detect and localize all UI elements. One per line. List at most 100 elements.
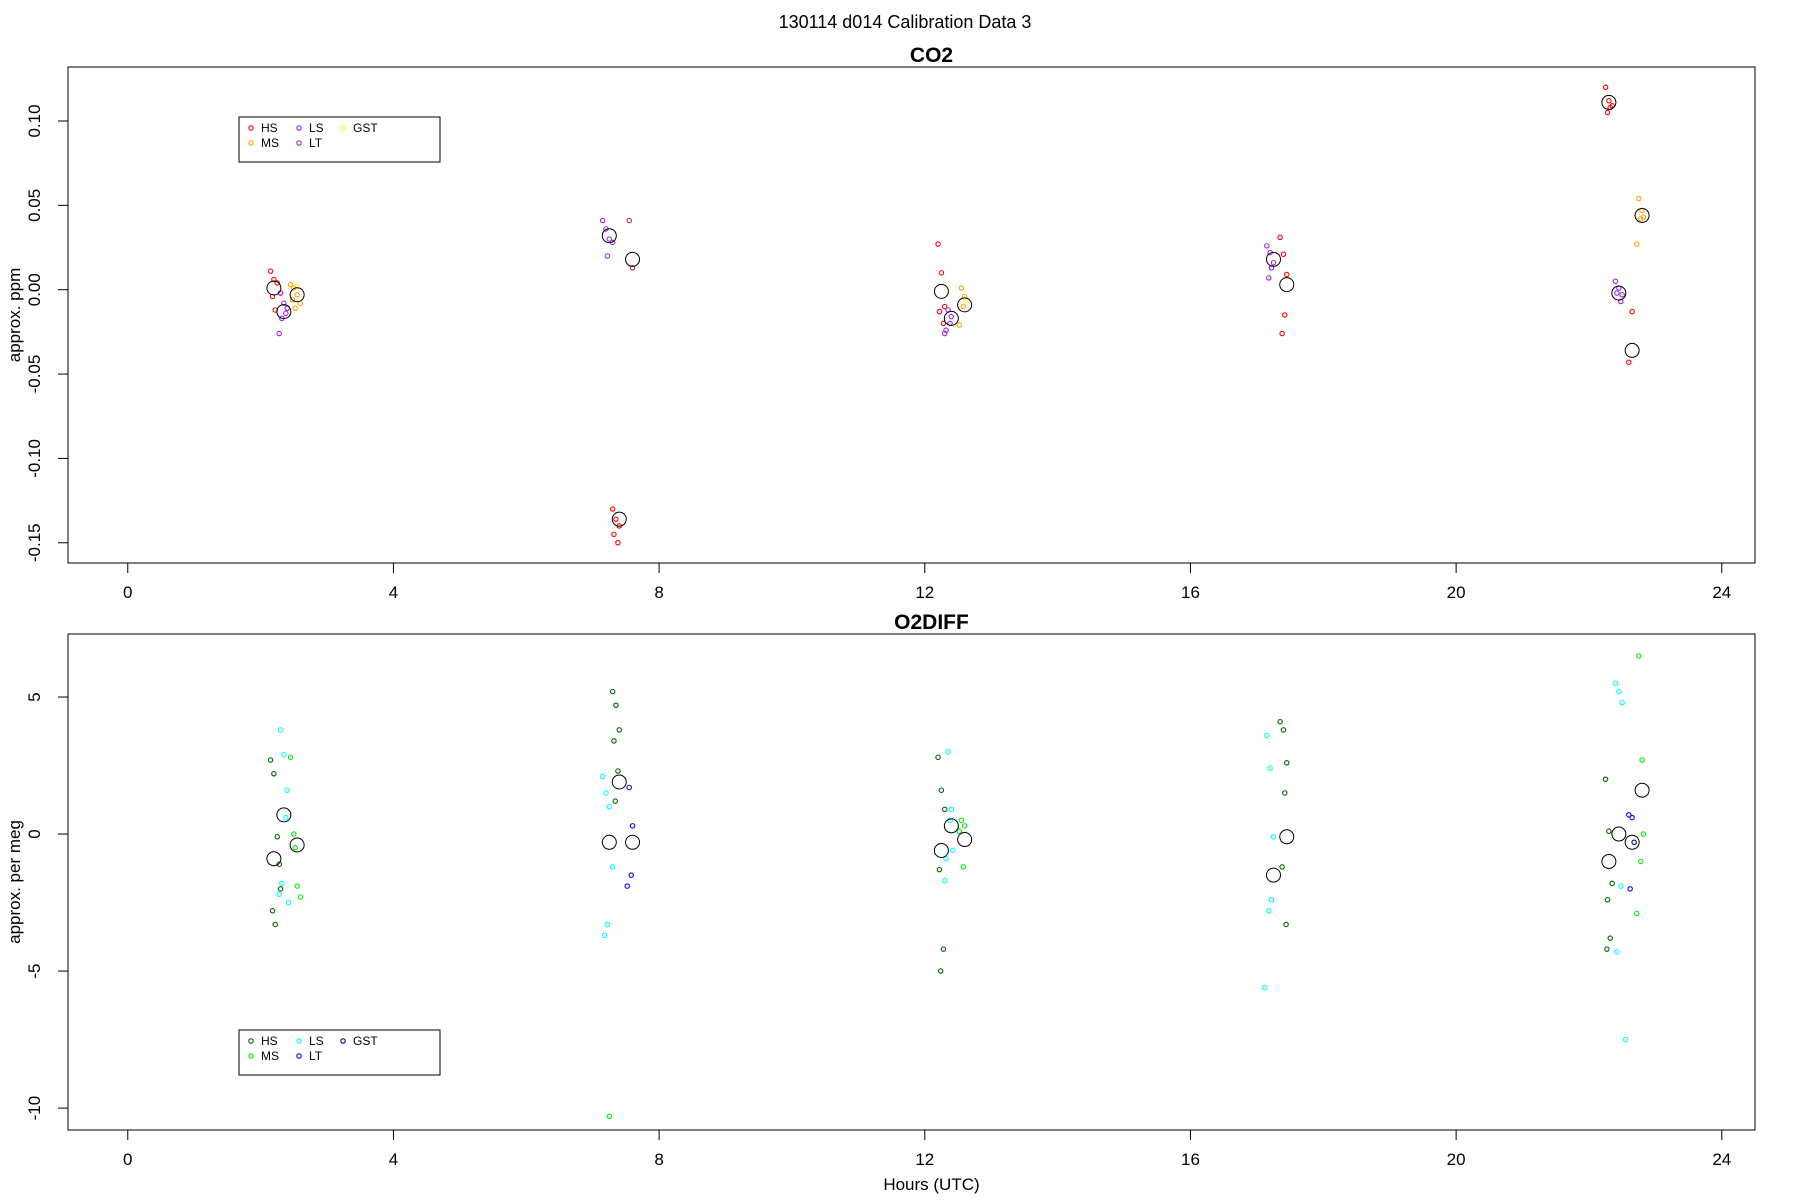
mean-point <box>1624 342 1640 358</box>
data-point <box>281 300 287 306</box>
legend-marker-hs <box>248 1038 254 1044</box>
data-point <box>284 787 290 793</box>
legend-marker-ls <box>296 125 302 131</box>
legend-marker-hs <box>248 125 254 131</box>
data-point <box>935 754 941 761</box>
mean-point <box>289 287 305 303</box>
series-ls <box>276 680 1629 1043</box>
data-point <box>1607 935 1613 941</box>
mean-point <box>266 280 282 296</box>
data-point <box>1282 790 1288 796</box>
data-point <box>1283 921 1289 928</box>
data-point <box>958 285 965 291</box>
data-point <box>267 757 274 763</box>
data-point <box>606 1113 613 1120</box>
data-point <box>1626 812 1632 818</box>
panel-o2diff: O2DIFF 0 4 8 12 16 20 24 5 0 -5 -10 approx. per meg H… <box>5 611 1756 1194</box>
legend-marker-gst <box>340 1038 346 1044</box>
data-point <box>1626 359 1632 365</box>
mean-point <box>601 834 617 850</box>
mean-point <box>1279 277 1295 293</box>
mean-point <box>601 228 617 244</box>
data-point <box>609 688 616 695</box>
data-point <box>603 790 609 796</box>
data-point <box>1279 330 1285 337</box>
data-point <box>941 806 948 813</box>
legend-label-ms: MS <box>261 136 279 150</box>
y-tick-label: 0.05 <box>25 189 44 222</box>
data-point <box>940 946 947 952</box>
series-hs <box>267 84 1635 546</box>
data-point <box>294 292 300 298</box>
mean-point <box>957 297 973 313</box>
x-tick-label: 16 <box>1181 583 1200 602</box>
data-point <box>1619 699 1625 706</box>
data-point <box>1270 834 1277 840</box>
data-point <box>287 281 294 288</box>
data-point <box>613 516 619 522</box>
legend-label-hs: HS <box>261 121 278 135</box>
data-point <box>1606 828 1612 835</box>
data-point <box>629 265 636 271</box>
data-point <box>276 891 282 898</box>
data-point <box>960 864 967 870</box>
y-axis-label: approx. ppm <box>5 268 24 363</box>
panel-title: O2DIFF <box>894 611 969 634</box>
series-mean-circles <box>266 94 1650 527</box>
x-tick-label: 16 <box>1181 1150 1200 1169</box>
x-tick-label: 4 <box>389 583 398 602</box>
mean-point <box>276 304 292 320</box>
x-tick-label: 0 <box>123 1150 132 1169</box>
data-point <box>626 217 632 224</box>
legend-label-lt: LT <box>309 1049 323 1063</box>
data-point <box>1629 814 1635 821</box>
data-point <box>949 847 956 854</box>
data-point <box>612 798 619 804</box>
data-point <box>943 855 949 862</box>
data-point <box>291 831 297 837</box>
data-point <box>1636 653 1642 659</box>
data-point <box>276 330 282 337</box>
x-tick-label: 24 <box>1712 583 1731 602</box>
x-tick-label: 8 <box>654 1150 663 1169</box>
data-point <box>271 276 277 283</box>
mean-point <box>1624 834 1640 850</box>
data-point <box>956 322 963 328</box>
series-lt <box>624 784 1635 892</box>
legend-marker-ls <box>296 1038 302 1044</box>
data-point <box>941 877 948 884</box>
series-ms <box>287 195 1647 328</box>
data-point <box>1612 278 1619 285</box>
mean-point <box>1601 94 1617 110</box>
data-point <box>292 305 298 312</box>
data-point <box>1604 946 1610 952</box>
legend-box <box>238 116 441 163</box>
mean-point <box>1601 853 1617 869</box>
data-point <box>628 872 634 878</box>
data-point <box>935 241 941 247</box>
legend-marker-ms <box>248 140 254 146</box>
data-point <box>277 727 284 733</box>
series-gst <box>294 283 969 303</box>
legend-box <box>238 1029 441 1076</box>
data-point <box>616 727 623 733</box>
series-lt <box>626 217 636 271</box>
data-point <box>629 823 636 829</box>
data-point <box>1280 727 1287 733</box>
data-point <box>606 236 613 242</box>
data-point <box>1270 259 1277 266</box>
data-point <box>960 303 967 310</box>
panel-co2: CO2 0 4 8 12 16 20 24 0.10 0.05 0.00 -0.05 -0.10 -0.1… <box>5 44 1756 602</box>
data-point <box>1268 897 1275 903</box>
legend-marker-lt <box>296 140 302 146</box>
y-axis-label: approx. per meg <box>5 820 24 944</box>
data-point <box>1616 688 1622 695</box>
data-point <box>1282 312 1288 318</box>
data-point <box>938 270 945 276</box>
data-point <box>940 320 947 327</box>
data-point <box>1631 839 1637 846</box>
data-point <box>1262 984 1268 991</box>
